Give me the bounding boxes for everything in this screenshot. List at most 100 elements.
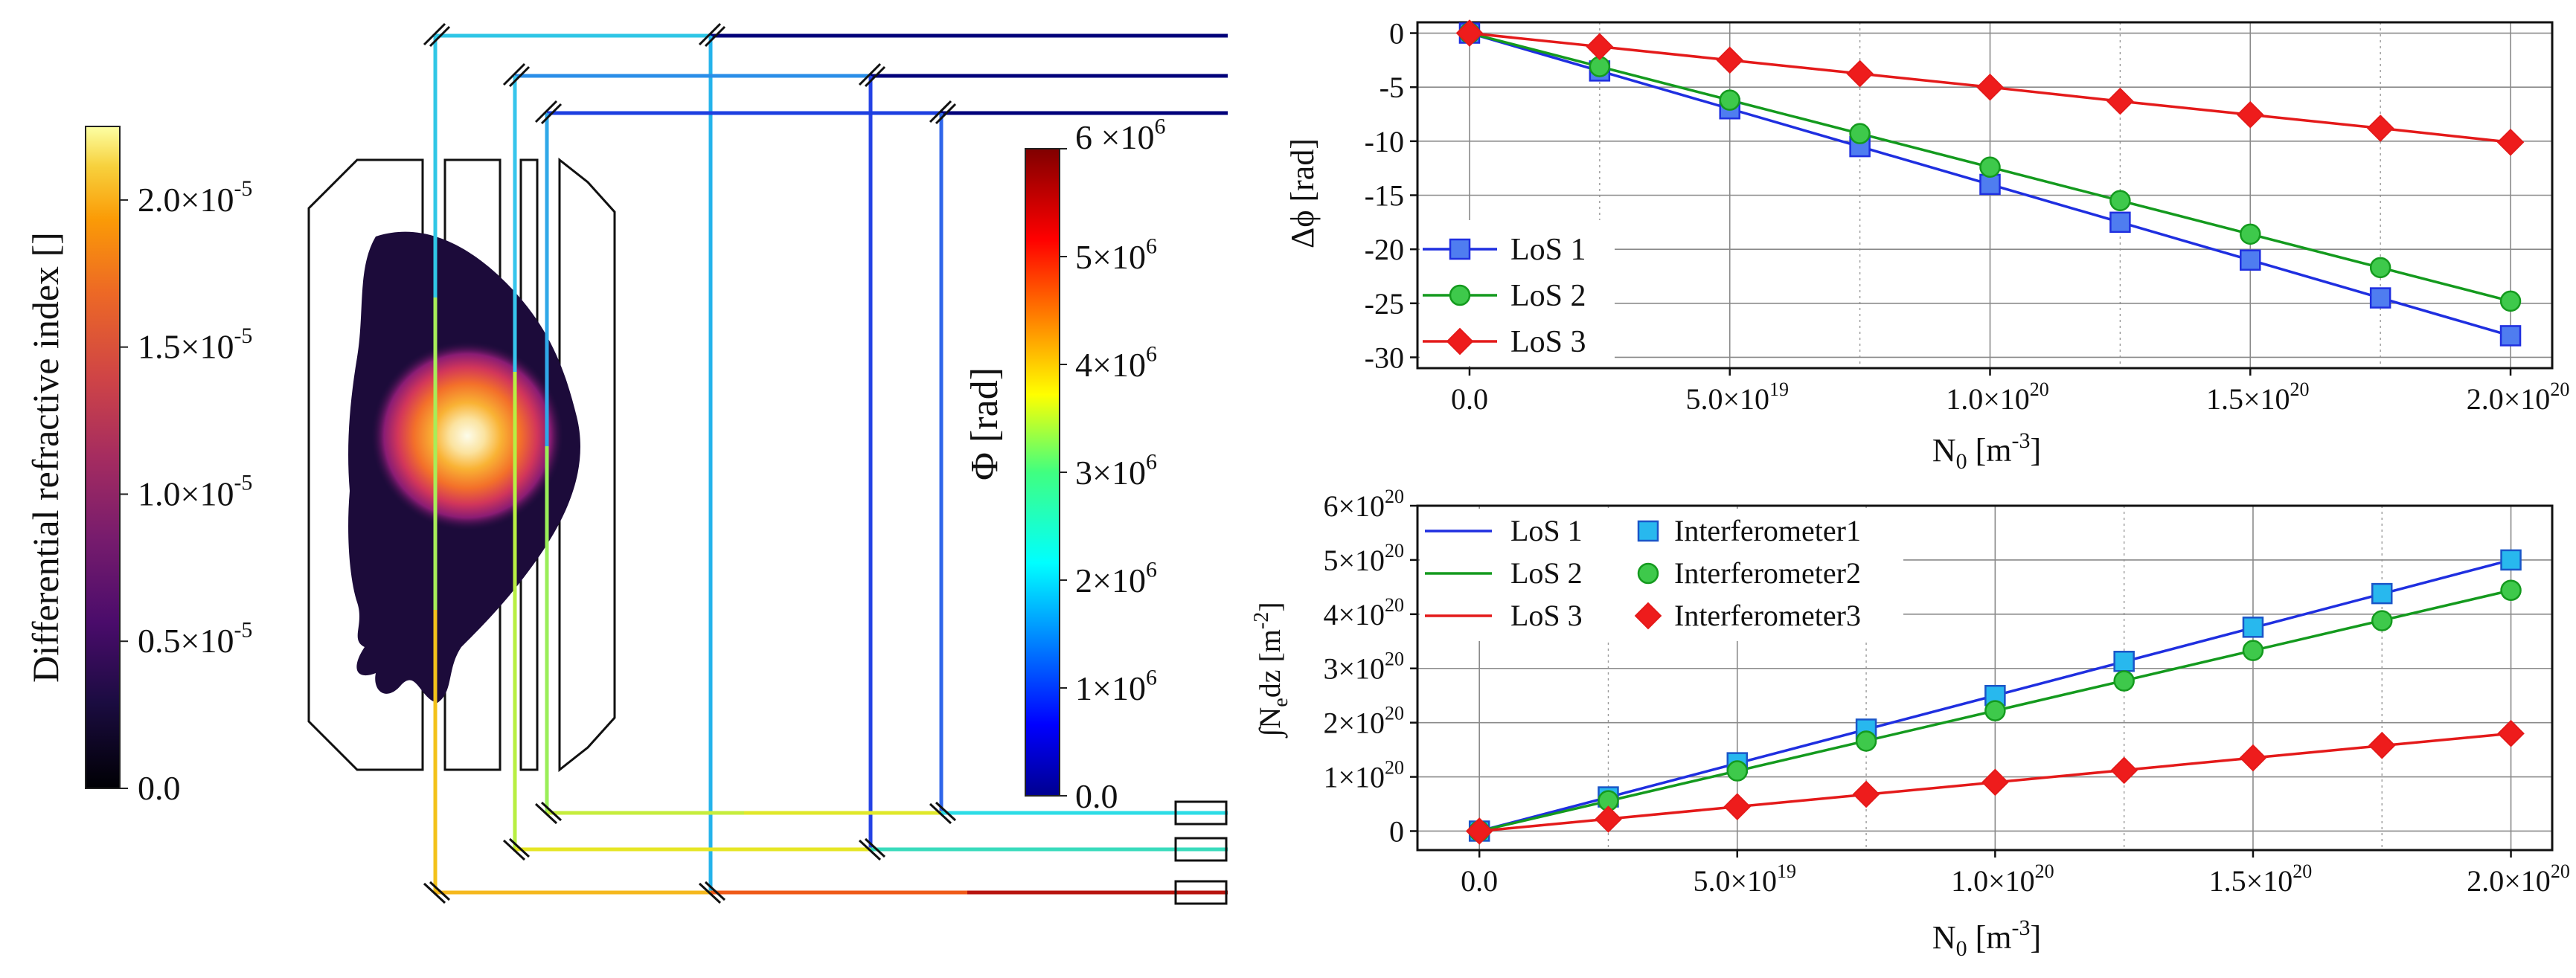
x-tick-label: 0.0 <box>1451 382 1488 416</box>
legend-label: LoS 2 <box>1510 556 1583 590</box>
y-tick-label: -10 <box>1365 125 1404 158</box>
phase-colorbar-ticks: 0.0 1×106 2×106 3×106 4×106 5×106 6 ×106 <box>1060 114 1165 815</box>
data-point <box>2110 756 2138 785</box>
vessel-wall-right <box>558 157 616 773</box>
y-tick-label: 1×1020 <box>1323 757 1404 794</box>
y-tick-label: -25 <box>1365 287 1404 321</box>
legend-label: LoS 2 <box>1510 279 1586 313</box>
legend-marker <box>1634 602 1662 630</box>
data-point <box>2242 617 2264 638</box>
data-point <box>1455 19 1484 47</box>
mirror-marks <box>423 22 957 904</box>
data-point <box>2239 744 2267 772</box>
x-tick-label: 2.0×1020 <box>2467 379 2570 416</box>
refractive-tick-label: 0.5×10-5 <box>138 618 252 660</box>
data-point <box>2240 223 2261 245</box>
phase-tick-label: 6 ×106 <box>1075 114 1165 156</box>
x-tick-label: 1.5×1020 <box>2209 860 2313 898</box>
bottom-series <box>1465 549 2525 845</box>
phase-colorbar <box>1025 148 1060 797</box>
data-point <box>2113 651 2135 672</box>
top-series <box>1455 19 2525 347</box>
data-point <box>2500 549 2522 571</box>
refractive-colorbar <box>85 126 121 789</box>
y-tick-label: -30 <box>1365 341 1404 374</box>
data-point <box>1586 33 1614 61</box>
detector-los-1 <box>1174 880 1228 905</box>
plasma-core <box>371 341 564 531</box>
data-point <box>1984 700 2006 721</box>
legend-marker <box>1637 520 1659 542</box>
bottom-axes: 0.0 5.0×1019 1.0×1020 1.5×1020 2.0×1020 0 1×10… <box>1323 486 2569 898</box>
phase-tick-label: 5×106 <box>1075 234 1157 276</box>
detector-los-2 <box>1174 837 1228 862</box>
data-point <box>1846 59 1874 88</box>
x-tick-label: 1.0×1020 <box>1951 860 2054 898</box>
y-tick-label: 3×1020 <box>1323 649 1404 686</box>
data-point <box>2236 100 2264 129</box>
legend-label: Interferometer3 <box>1674 599 1861 632</box>
data-point <box>1723 793 1752 820</box>
legend-label: LoS 1 <box>1510 514 1583 547</box>
legend-marker <box>1449 238 1471 260</box>
data-point <box>2368 731 2396 759</box>
density-chart: 0.0 5.0×1019 1.0×1020 1.5×1020 2.0×1020 0 1×10… <box>1250 486 2570 961</box>
data-point <box>2369 287 2391 309</box>
refractive-tick-label: 1.5×10-5 <box>138 324 252 366</box>
x-tick-label: 5.0×1019 <box>1693 860 1796 898</box>
tokamak-schematic: 0.0 0.5×10-5 1.0×10-5 1.5×10-5 2.0×10-5 Diff… <box>25 22 1228 905</box>
bottom-legend: LoS 1 LoS 2 LoS 3 Interferometer1 Interferom… <box>1420 509 1903 641</box>
legend-label: Interferometer2 <box>1674 556 1861 590</box>
detector-los-3 <box>1174 800 1228 826</box>
data-point <box>1465 817 1493 845</box>
legend-marker <box>1449 284 1471 306</box>
data-point <box>2109 190 2131 212</box>
refractive-tick-label: 0.0 <box>138 769 181 807</box>
data-point <box>2499 325 2522 347</box>
legend-marker <box>1446 327 1474 356</box>
legend-label: LoS 1 <box>1510 233 1586 267</box>
beam-los-1 <box>433 33 1228 895</box>
top-xlabel: N0 [m-3] <box>1932 428 2041 474</box>
data-point <box>1726 760 1749 782</box>
data-point <box>2109 211 2131 234</box>
bottom-xlabel: N0 [m-3] <box>1932 916 2041 961</box>
x-tick-label: 5.0×1019 <box>1685 379 1789 416</box>
data-point <box>1719 89 1740 111</box>
y-tick-label: -20 <box>1365 233 1404 266</box>
phase-colorbar-label: Φ [rad] <box>964 367 1006 480</box>
phase-tick-label: 3×106 <box>1075 449 1157 492</box>
refractive-colorbar-label: Differential refractive index [] <box>25 232 66 683</box>
data-point <box>1595 805 1622 833</box>
legend-label: LoS 3 <box>1510 599 1583 632</box>
data-point <box>1849 123 1871 144</box>
data-point <box>2500 579 2522 601</box>
top-ylabel: Δϕ [rad] <box>1284 138 1321 248</box>
x-tick-label: 2.0×1020 <box>2467 860 2570 898</box>
y-tick-label: -5 <box>1380 71 1404 104</box>
phase-tick-label: 1×106 <box>1075 665 1157 707</box>
data-point <box>2366 115 2394 142</box>
refractive-tick-label: 1.0×10-5 <box>138 471 252 513</box>
phase-tick-label: 0.0 <box>1075 777 1118 815</box>
legend-label: Interferometer1 <box>1674 514 1861 547</box>
y-tick-label: 5×1020 <box>1323 540 1404 577</box>
refractive-colorbar-ticks: 0.0 0.5×10-5 1.0×10-5 1.5×10-5 2.0×10-5 <box>120 176 252 807</box>
x-tick-label: 1.5×1020 <box>2206 379 2310 416</box>
phase-tick-label: 2×106 <box>1075 557 1157 599</box>
refractive-tick-label: 2.0×10-5 <box>138 176 252 219</box>
data-point <box>2499 290 2522 312</box>
data-point <box>1981 768 2009 797</box>
plot-frame <box>1416 504 2554 852</box>
data-point <box>1979 156 2001 178</box>
data-point <box>1716 46 1744 74</box>
data-point <box>2371 610 2393 631</box>
data-point <box>2369 257 2391 279</box>
vessel-wall-left <box>307 158 424 771</box>
data-point <box>2242 640 2264 661</box>
bottom-ylabel: ∫Nedz [m-2] <box>1250 602 1292 739</box>
y-tick-label: 2×1020 <box>1323 703 1404 740</box>
beam-los-3 <box>545 111 1228 815</box>
y-tick-label: 4×1020 <box>1323 594 1404 631</box>
